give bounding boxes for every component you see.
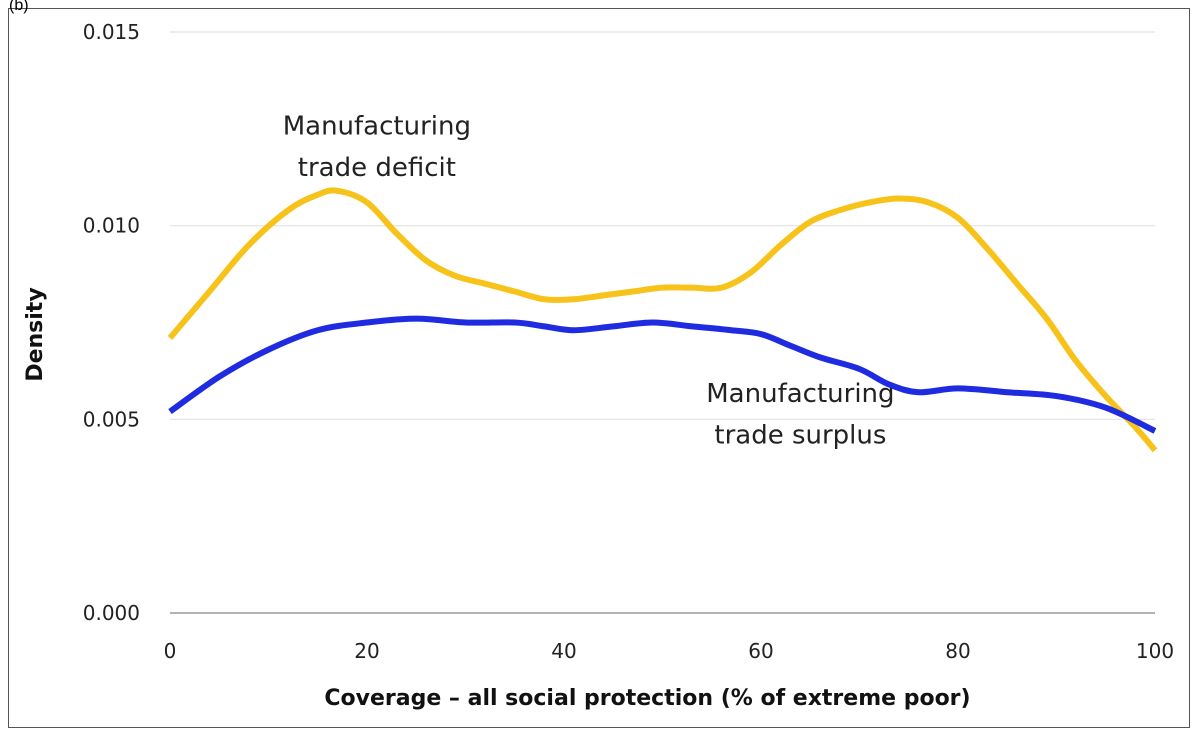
y-tick-label: 0.000 <box>83 601 140 625</box>
y-tick-labels: 0.000 0.005 0.010 0.015 <box>83 20 140 625</box>
trade-surplus-line <box>168 315 1157 434</box>
y-axis-label: Density <box>23 287 48 381</box>
figure-frame: (b) <box>8 0 1190 728</box>
panel-tag: (b) <box>9 0 29 14</box>
y-tick-label: 0.010 <box>83 214 140 238</box>
annotations: Manufacturing trade deficit Manufacturing t… <box>283 112 895 451</box>
x-tick-label: 40 <box>551 639 576 663</box>
x-tick-label: 20 <box>354 639 379 663</box>
x-tick-label: 100 <box>1136 639 1174 663</box>
y-tick-label: 0.015 <box>83 20 140 44</box>
x-axis-label: Coverage – all social protection (% of e… <box>324 686 970 711</box>
x-tick-label: 80 <box>945 639 970 663</box>
x-tick-labels: 0 20 40 60 80 100 <box>164 639 1174 663</box>
series-lines <box>167 187 1158 453</box>
trade-deficit-line <box>167 187 1158 453</box>
x-tick-label: 0 <box>164 639 177 663</box>
gridlines <box>170 31 1155 614</box>
y-tick-label: 0.005 <box>83 407 140 431</box>
trade-deficit-annotation: Manufacturing trade deficit <box>283 112 471 184</box>
trade-surplus-annotation: Manufacturing trade surplus <box>706 379 894 451</box>
x-tick-label: 60 <box>748 639 773 663</box>
